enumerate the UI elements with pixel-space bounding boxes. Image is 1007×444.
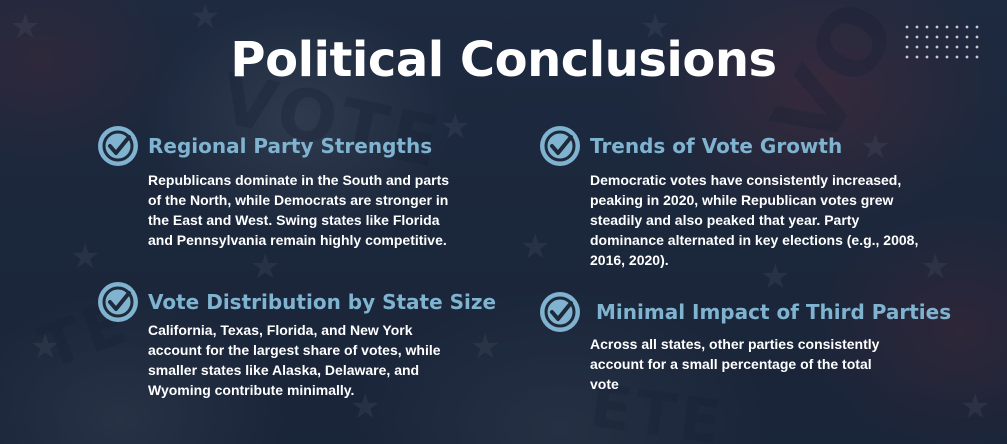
- conclusion-card-third-parties: Minimal Impact of Third Parties Across a…: [538, 290, 958, 400]
- card-body: Democratic votes have consistently incre…: [590, 172, 919, 268]
- check-circle-icon: [96, 280, 140, 324]
- card-body: Republicans dominate in the South and pa…: [148, 172, 450, 248]
- card-heading: Vote Distribution by State Size: [148, 290, 497, 314]
- check-circle-icon: [538, 290, 582, 334]
- conclusion-card-regional: Regional Party Strengths Republicans dom…: [96, 124, 476, 254]
- card-heading: Regional Party Strengths: [148, 134, 433, 158]
- conclusion-card-trends: Trends of Vote Growth Democratic votes h…: [538, 124, 938, 274]
- check-circle-icon: [96, 124, 140, 168]
- card-body: Across all states, other parties consist…: [590, 336, 880, 392]
- card-heading: Minimal Impact of Third Parties: [596, 300, 952, 324]
- decorative-dot-grid: [902, 22, 982, 60]
- conclusion-card-state-size: Vote Distribution by State Size Californ…: [96, 280, 496, 410]
- card-heading: Trends of Vote Growth: [590, 134, 843, 158]
- page-title: Political Conclusions: [230, 32, 777, 88]
- check-circle-icon: [538, 124, 582, 168]
- card-body: California, Texas, Florida, and New York…: [148, 322, 441, 398]
